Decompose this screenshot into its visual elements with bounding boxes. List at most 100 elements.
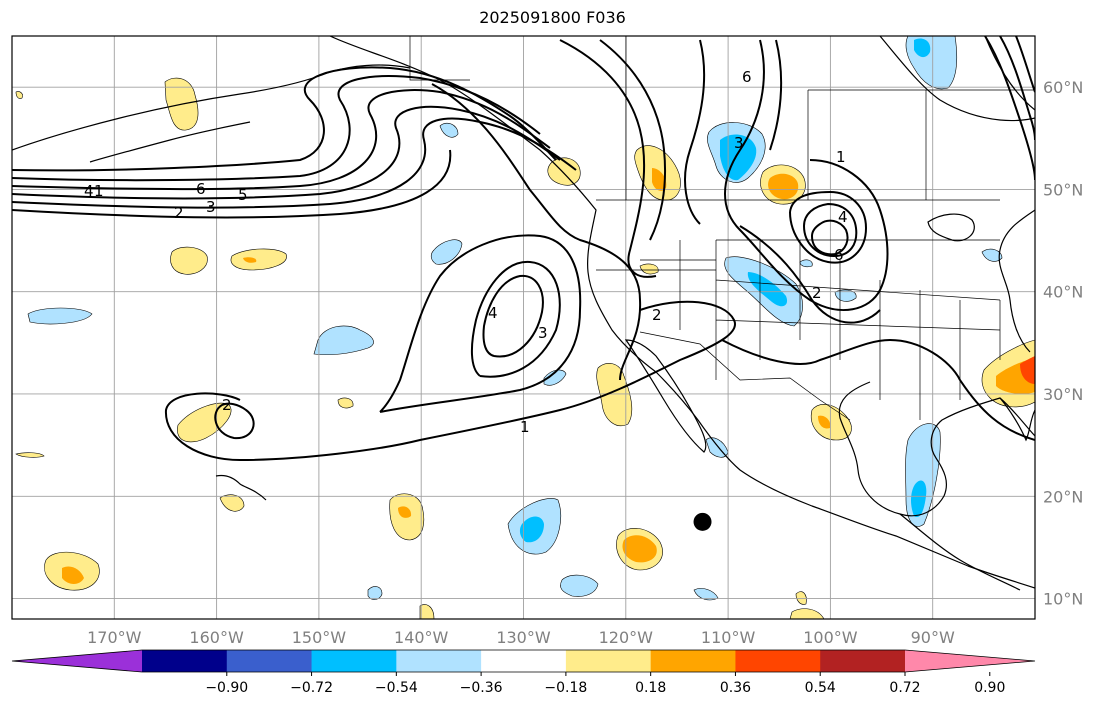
positive-anomaly: [15, 452, 45, 458]
latitude-tick-label: 10°N: [1043, 590, 1083, 609]
negative-anomaly: [911, 480, 927, 518]
positive-anomaly: [219, 494, 245, 512]
negative-anomaly: [430, 239, 463, 265]
contour-line: [12, 105, 561, 200]
baja-california: [624, 339, 707, 453]
positive-anomaly: [62, 566, 84, 584]
contour-line: [739, 225, 881, 324]
contour-label: 4: [488, 304, 498, 322]
us-mexico-border: [639, 331, 851, 421]
hudson-bay-edge: [879, 36, 1035, 122]
longitude-tick-label: 130°W: [496, 628, 551, 647]
colorbar-extend-high: [905, 650, 1035, 672]
negative-anomaly: [543, 369, 567, 386]
contour-label: 4: [838, 208, 848, 226]
east-coast: [998, 209, 1035, 353]
longitude-tick-label: 160°W: [189, 628, 244, 647]
colorbar-tick-label: −0.18: [544, 680, 587, 696]
negative-anomaly: [799, 259, 813, 268]
colorbar-segment: [481, 650, 567, 672]
contour-line: [724, 39, 889, 312]
colorbar-segment: [226, 650, 313, 672]
negative-anomaly: [914, 38, 931, 58]
longitude-tick-label: 140°W: [394, 628, 449, 647]
contour-line: [811, 219, 849, 256]
positive-anomaly: [15, 91, 23, 99]
contour-line: [599, 39, 667, 241]
contour-label: 2: [222, 396, 232, 414]
longitude-tick-label: 170°W: [87, 628, 142, 647]
contour-line: [789, 190, 868, 264]
contour-label: 1: [836, 148, 846, 166]
canada-provinces: [625, 36, 1035, 200]
contour-labels: 1 2 3 5 6 2 3 4 1 2 3 4 6 2 1 6 4: [84, 68, 848, 436]
great-lakes: [927, 213, 975, 242]
negative-anomaly: [981, 248, 1003, 262]
contour-line: [12, 75, 541, 182]
longitude-tick-label: 100°W: [803, 628, 858, 647]
positive-anomaly: [622, 535, 657, 563]
contour-line: [482, 274, 544, 358]
latitude-tick-label: 20°N: [1043, 487, 1083, 506]
colorbar-segment: [311, 650, 397, 672]
negative-anomaly: [560, 574, 599, 597]
longitude-tick-labels: 170°W 160°W 150°W 140°W 130°W 120°W 110°W 100°W…: [87, 628, 955, 647]
positive-anomaly: [795, 591, 807, 605]
gulf-of-mexico-coast: [838, 381, 1035, 517]
latitude-tick-label: 50°N: [1043, 180, 1083, 199]
longitude-tick-label: 90°W: [911, 628, 955, 647]
contour-label: 6: [834, 246, 844, 264]
contour-label: 5: [238, 186, 248, 204]
contour-label: 6: [196, 180, 206, 198]
location-marker: [693, 512, 712, 531]
colorbar-tick-label: 0.54: [805, 680, 836, 696]
negative-anomaly: [27, 307, 93, 325]
alaska-canada-border: [409, 36, 470, 81]
positive-anomaly: [652, 168, 667, 191]
positive-anomaly: [768, 173, 799, 200]
positive-anomaly: [1020, 356, 1035, 384]
contour-label: 2: [812, 284, 822, 302]
central-america: [899, 513, 1021, 591]
longitude-tick-label: 150°W: [292, 628, 347, 647]
negative-anomaly: [747, 272, 788, 307]
contour-line: [769, 39, 783, 151]
positive-anomaly: [177, 402, 232, 443]
positive-anomaly: [243, 257, 257, 263]
contour-label: 2: [174, 204, 184, 222]
florida: [999, 397, 1035, 442]
colorbar-extend-low: [12, 650, 142, 672]
contour-label: 3: [538, 324, 548, 342]
map-title: 2025091800 F036: [479, 8, 626, 27]
positive-anomaly: [398, 506, 412, 518]
colorbar-tick-labels: −0.90 −0.72 −0.54 −0.36 −0.18 0.18 0.36 0.54 0.7…: [205, 672, 1005, 696]
contour-label: 3: [734, 134, 744, 152]
positive-anomaly: [419, 604, 435, 619]
contour-label: 1: [520, 418, 530, 436]
colorbar-segment: [565, 650, 652, 672]
contour-line: [12, 149, 452, 219]
contour-line: [12, 66, 557, 172]
longitude-tick-label: 110°W: [701, 628, 756, 647]
contour-line: [1015, 36, 1035, 93]
contour-label: 1: [94, 182, 104, 200]
shaded-field: [15, 36, 1035, 619]
negative-anomaly: [439, 122, 459, 138]
contour-line: [803, 202, 858, 258]
colorbar-tick-label: −0.36: [460, 680, 503, 696]
colorbar-segment: [650, 650, 736, 672]
map-area: [12, 36, 1035, 619]
contour-line: [214, 402, 255, 440]
contour-line: [984, 36, 1035, 181]
hawaii: [215, 474, 267, 501]
colorbar-segment: [735, 650, 821, 672]
contour-line: [431, 83, 642, 381]
contour-label: 6: [742, 68, 752, 86]
latitude-tick-labels: 60°N 50°N 40°N 30°N 20°N 10°N: [1043, 78, 1083, 608]
positive-anomaly: [170, 246, 208, 275]
contour-line: [379, 234, 582, 413]
colorbar-segment: [820, 650, 906, 672]
positive-anomaly: [789, 608, 825, 619]
positive-anomaly: [230, 248, 287, 271]
